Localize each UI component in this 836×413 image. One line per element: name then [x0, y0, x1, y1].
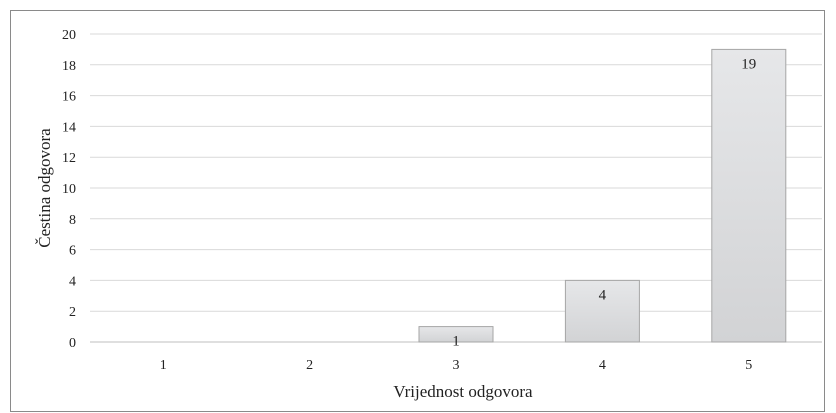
- y-tick-label: 2: [69, 305, 76, 320]
- bars: [418, 48, 787, 343]
- x-tick-label: 2: [306, 358, 313, 373]
- y-tick-label: 12: [62, 151, 76, 166]
- bar: [711, 48, 787, 343]
- y-axis-ticks: 0 2 4 6 8 10 12 14 16 18 20: [62, 28, 76, 351]
- y-tick-label: 8: [69, 213, 76, 228]
- y-axis-title: Čestina odgovora: [35, 128, 54, 248]
- x-axis-ticks: 1 2 3 4 5: [160, 358, 753, 373]
- y-tick-label: 18: [62, 59, 76, 74]
- y-tick-label: 6: [69, 244, 76, 259]
- y-tick-label: 20: [62, 28, 76, 43]
- y-tick-label: 10: [62, 182, 76, 197]
- x-tick-label: 3: [453, 358, 460, 373]
- data-label: 1: [452, 334, 460, 350]
- x-tick-label: 5: [745, 358, 752, 373]
- y-tick-label: 0: [69, 336, 76, 351]
- y-tick-label: 4: [69, 274, 76, 289]
- data-label: 4: [599, 287, 607, 303]
- data-label: 19: [741, 56, 756, 72]
- x-axis-title: Vrijednost odgovora: [393, 382, 533, 401]
- y-tick-label: 16: [62, 90, 76, 105]
- bar: [418, 326, 494, 343]
- y-tick-label: 14: [62, 120, 76, 135]
- x-tick-label: 4: [599, 358, 606, 373]
- chart-frame: [10, 10, 825, 412]
- gridlines: [90, 33, 822, 343]
- x-tick-label: 1: [160, 358, 167, 373]
- bar: [564, 279, 640, 343]
- data-labels: 1 4 19: [452, 56, 756, 349]
